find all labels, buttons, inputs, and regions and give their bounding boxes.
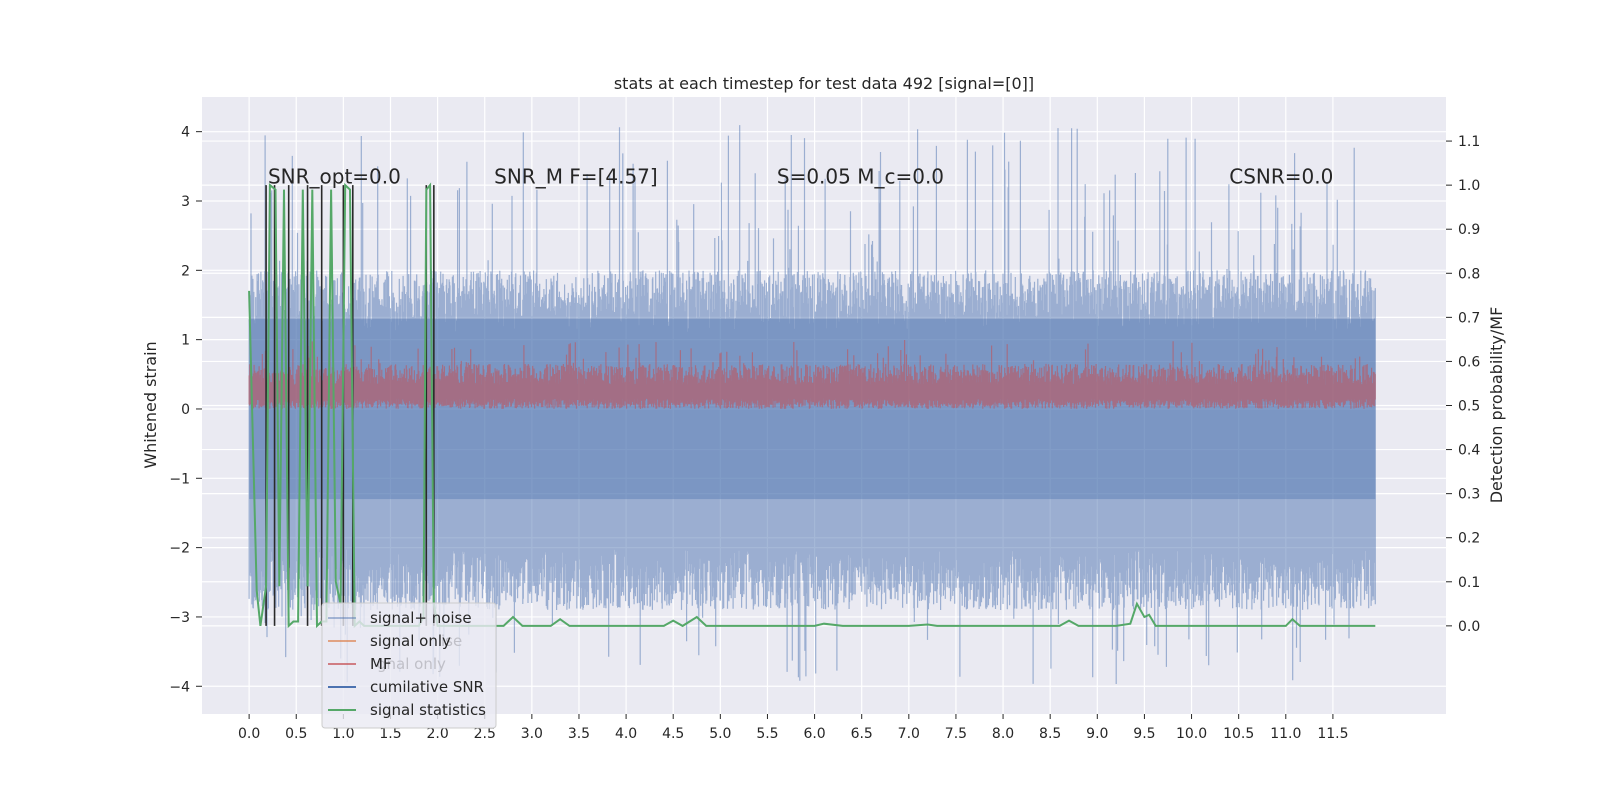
y-axis-ticks: −4 −3 −2 −1 0 1 2 3 4 [169, 125, 202, 695]
y-right-tick-label: 0.5 [1458, 399, 1480, 415]
y-tick-label: −1 [169, 471, 190, 487]
x-tick-label: 2.5 [474, 726, 496, 742]
annotation: S=0.05 M_c=0.0 [777, 165, 944, 189]
y-right-tick-label: 0.1 [1458, 575, 1480, 591]
legend: ise gnal only signal+ noise signal only MF cu… [321, 602, 497, 729]
legend-label: signal statistics [370, 701, 486, 719]
x-tick-label: 8.5 [1039, 726, 1061, 742]
x-axis-ticks: 0.0 0.5 1.0 1.5 2.0 2.5 3.0 3.5 4.0 4.5 5.0 5.5 6.0 6… [238, 714, 1348, 742]
y-tick-label: 4 [181, 125, 190, 141]
x-tick-label: 10.5 [1223, 726, 1254, 742]
legend-ghost-text: gnal only [377, 655, 446, 673]
mf-line [248, 340, 1376, 409]
y-right-tick-label: 0.4 [1458, 443, 1480, 459]
series-lines [248, 182, 1376, 629]
y-right-axis-ticks: 0.0 0.1 0.2 0.3 0.4 0.5 0.6 0.7 0.8 0.9 1.0 1.1 [1446, 134, 1480, 635]
series-signal-statistics [248, 182, 1376, 629]
y-right-tick-label: 1.0 [1458, 178, 1480, 194]
chart-title: stats at each timestep for test data 492… [614, 74, 1034, 93]
x-tick-label: 3.0 [521, 726, 543, 742]
annotation: SNR_opt=0.0 [268, 165, 401, 189]
y-right-tick-label: 0.7 [1458, 310, 1480, 326]
x-tick-label: 7.5 [945, 726, 967, 742]
noise-series [248, 125, 1376, 684]
y-tick-label: −2 [169, 541, 190, 557]
x-tick-label: 10.0 [1176, 726, 1207, 742]
legend-label: signal+ noise [370, 609, 472, 627]
signal-noise-line [248, 125, 1376, 684]
y-tick-label: −3 [169, 610, 190, 626]
x-tick-label: 9.0 [1086, 726, 1108, 742]
x-tick-label: 4.0 [615, 726, 637, 742]
x-tick-label: 7.0 [898, 726, 920, 742]
y-tick-label: −4 [169, 679, 190, 695]
legend-box [321, 602, 497, 729]
y-right-tick-label: 0.0 [1458, 619, 1480, 635]
x-tick-label: 9.5 [1133, 726, 1155, 742]
legend-label: signal only [370, 632, 451, 650]
x-tick-label: 3.5 [568, 726, 590, 742]
y-right-tick-label: 0.2 [1458, 531, 1480, 547]
y-right-tick-label: 1.1 [1458, 134, 1480, 150]
annotations: SNR_opt=0.0 SNR_M F=[4.57] S=0.05 M_c=0.0 C… [268, 165, 1333, 189]
x-tick-label: 11.0 [1270, 726, 1301, 742]
y-right-tick-label: 0.6 [1458, 354, 1480, 370]
annotation: SNR_M F=[4.57] [494, 165, 658, 189]
x-tick-label: 0.0 [238, 726, 260, 742]
annotation: CSNR=0.0 [1229, 165, 1333, 189]
y-tick-label: 2 [181, 263, 190, 279]
x-tick-label: 6.0 [803, 726, 825, 742]
x-tick-label: 5.0 [709, 726, 731, 742]
x-tick-label: 4.5 [662, 726, 684, 742]
y-right-tick-label: 0.9 [1458, 222, 1480, 238]
x-tick-label: 2.0 [426, 726, 448, 742]
x-tick-label: 0.5 [285, 726, 307, 742]
legend-ghost-text: ise [441, 632, 462, 650]
x-tick-label: 1.0 [332, 726, 354, 742]
x-tick-label: 8.0 [992, 726, 1014, 742]
x-tick-label: 11.5 [1317, 726, 1348, 742]
y-axis-label: Whitened strain [141, 341, 160, 468]
legend-label: MF [370, 655, 392, 673]
y-right-tick-label: 0.3 [1458, 487, 1480, 503]
y-tick-label: 1 [181, 333, 190, 349]
y-tick-label: 3 [181, 194, 190, 210]
legend-label: cumilative SNR [370, 678, 484, 696]
x-tick-label: 6.5 [851, 726, 873, 742]
y-tick-label: 0 [181, 402, 190, 418]
signal-noise-core [249, 318, 1376, 500]
mf-series [248, 340, 1376, 409]
y-right-tick-label: 0.8 [1458, 266, 1480, 282]
x-tick-label: 5.5 [756, 726, 778, 742]
x-tick-label: 1.5 [379, 726, 401, 742]
y-right-axis-label: Detection probability/MF [1487, 307, 1506, 504]
